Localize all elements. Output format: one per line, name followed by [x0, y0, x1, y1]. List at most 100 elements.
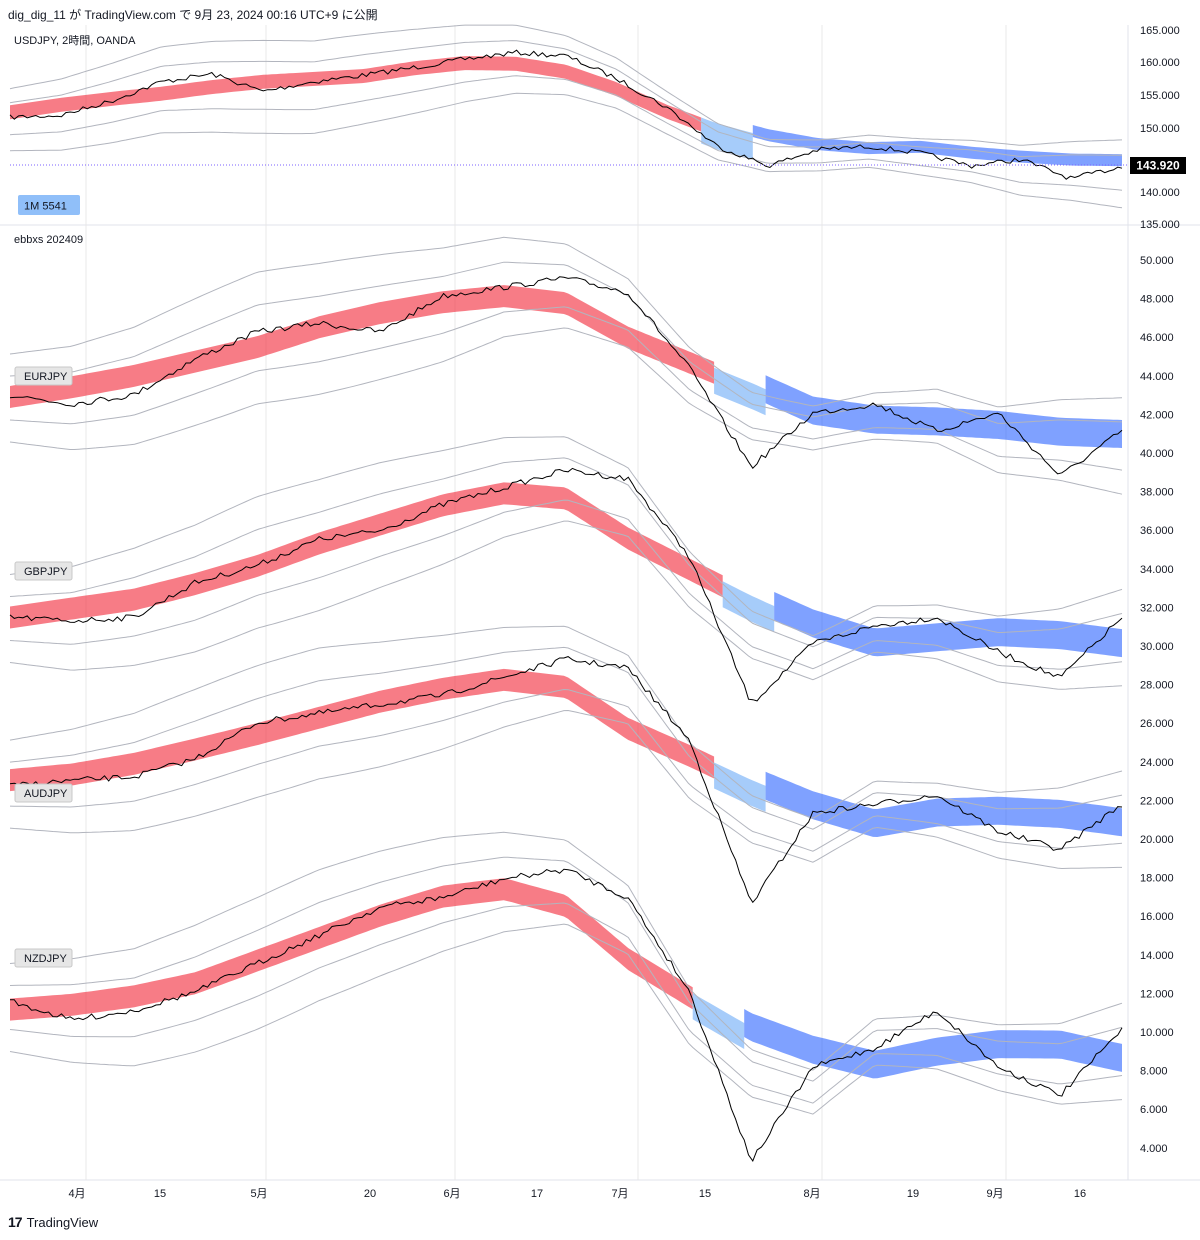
y-tick-label: 4.000: [1140, 1143, 1168, 1155]
envelope-line: [9, 688, 1123, 852]
envelope-line: [9, 436, 1123, 637]
tag-gbpjpy: GBPJPY: [14, 561, 73, 581]
y-tick-label: 14.000: [1140, 950, 1174, 962]
x-tick-label: 15: [699, 1188, 711, 1200]
envelope-line: [9, 709, 1122, 870]
envelope-line: [9, 327, 1123, 495]
tag-gbpjpy-label: GBPJPY: [24, 566, 68, 578]
publish-header: dig_dig_11 が TradingView.com で 9月 23, 20…: [8, 8, 378, 22]
y-tick-label: 155.000: [1140, 90, 1180, 102]
price-line: [9, 656, 1123, 904]
y-tick-label: 40.000: [1140, 448, 1174, 460]
x-tick-label: 7月: [611, 1188, 628, 1200]
envelope-line: [9, 856, 1123, 1082]
symbol-label-usdjpy: USDJPY, 2時間, OANDA: [14, 34, 136, 47]
x-tick-label: 6月: [443, 1188, 460, 1200]
envelope-line: [9, 75, 1123, 191]
last-price-tag: [1130, 157, 1186, 174]
badge-box: [18, 195, 80, 215]
y-tick-label: 135.000: [1140, 219, 1180, 231]
y-tick-label: 140.000: [1140, 187, 1180, 199]
last-price-value: 143.920: [1136, 159, 1180, 173]
y-tick-label: 26.000: [1140, 718, 1174, 730]
y-tick-label: 22.000: [1140, 795, 1174, 807]
y-tick-label: 38.000: [1140, 487, 1174, 499]
y-tick-label: 36.000: [1140, 525, 1174, 537]
price-line: [9, 49, 1123, 180]
x-tick-label: 8月: [803, 1188, 820, 1200]
x-tick-label: 16: [1074, 1188, 1086, 1200]
tag-eurjpy-label: EURJPY: [24, 371, 68, 383]
tag-nzdjpy: NZDJPY: [14, 948, 73, 968]
y-tick-label: 50.000: [1140, 255, 1174, 267]
price-lines: [9, 49, 1123, 1162]
envelope-line: [9, 24, 1123, 146]
envelope-line: [9, 40, 1122, 158]
envelope-line: [9, 261, 1123, 424]
y-tick-label: 28.000: [1140, 680, 1174, 692]
series-title: ebbxs 202409: [14, 234, 83, 246]
price-line: [9, 868, 1123, 1162]
downtrend-band: [744, 1009, 1122, 1079]
envelope-line: [9, 831, 1123, 1071]
y-tick-label: 165.000: [1140, 25, 1180, 37]
price-line: [9, 276, 1123, 475]
x-tick-label: 17: [531, 1188, 543, 1200]
y-tick-label: 34.000: [1140, 564, 1174, 576]
badge-text: 1M 5541: [24, 201, 67, 213]
y-tick-label: 150.000: [1140, 123, 1180, 135]
y-tick-label: 30.000: [1140, 641, 1174, 653]
uptrend-band: [10, 878, 693, 1021]
y-tick-label: 160.000: [1140, 57, 1180, 69]
envelope-line: [9, 520, 1123, 690]
y-tick-label: 18.000: [1140, 873, 1174, 885]
x-tick-label: 9月: [986, 1188, 1003, 1200]
uptrend-band: [10, 285, 715, 408]
downtrend-band: [765, 375, 1122, 448]
y-tick-label: 24.000: [1140, 757, 1174, 769]
y-tick-label: 46.000: [1140, 332, 1174, 344]
transition-band: [714, 762, 766, 812]
transition-band: [722, 581, 775, 632]
envelope-lines: [9, 24, 1123, 1115]
envelope-line: [9, 457, 1123, 648]
tag-eurjpy: EURJPY: [14, 366, 73, 386]
y-tick-label: 48.000: [1140, 294, 1174, 306]
tradingview-logo-icon: 17: [8, 1214, 23, 1230]
envelope-line: [9, 499, 1123, 670]
y-tick-label: 44.000: [1140, 371, 1174, 383]
trend-bands: [10, 56, 1122, 1079]
transition-band: [701, 117, 753, 159]
envelope-line: [9, 236, 1123, 408]
downtrend-band: [765, 771, 1122, 837]
y-tick-label: 42.000: [1140, 409, 1174, 421]
x-tick-label: 4月: [68, 1188, 85, 1200]
x-tick-label: 15: [154, 1188, 166, 1200]
x-tick-label: 19: [907, 1188, 919, 1200]
uptrend-band: [10, 668, 715, 792]
y-tick-label: 12.000: [1140, 988, 1174, 1000]
footer-brand[interactable]: 17 TradingView: [8, 1214, 98, 1230]
uptrend-band: [10, 482, 723, 629]
time-axis[interactable]: 4月 15 5月 20 6月 17 7月 15 8月 19 9月 16: [68, 1188, 1086, 1200]
envelope-line: [9, 625, 1123, 819]
uptrend-band: [10, 56, 702, 132]
x-tick-label: 5月: [250, 1188, 267, 1200]
price-line: [9, 467, 1123, 702]
envelope-line: [9, 923, 1123, 1115]
y-tick-label: 20.000: [1140, 834, 1174, 846]
tag-audjpy: AUDJPY: [14, 783, 73, 803]
tag-audjpy-label: AUDJPY: [24, 788, 68, 800]
tag-nzdjpy-label: NZDJPY: [24, 953, 67, 965]
transition-band: [714, 367, 766, 416]
x-tick-label: 20: [364, 1188, 376, 1200]
y-tick-label: 32.000: [1140, 602, 1174, 614]
envelope-line: [9, 92, 1123, 209]
footer-brand-label: TradingView: [26, 1214, 99, 1230]
y-tick-label: 10.000: [1140, 1027, 1174, 1039]
envelope-line: [9, 902, 1123, 1104]
price-axis[interactable]: 165.000 160.000 155.000 150.000 140.000 135.0…: [1140, 25, 1180, 1155]
y-tick-label: 6.000: [1140, 1104, 1168, 1116]
downtrend-band: [752, 125, 1122, 167]
